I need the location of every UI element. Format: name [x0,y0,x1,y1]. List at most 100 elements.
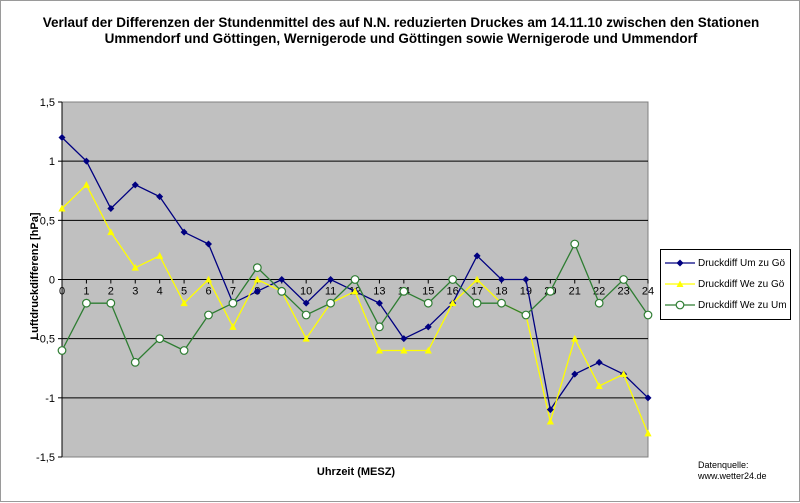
data-point-diamond [424,323,432,331]
x-tick-label: 16 [447,286,459,298]
legend-swatch-diamond [665,259,695,267]
legend: Druckdiff Um zu Gö Druckdiff We zu Gö Dr… [660,249,791,320]
data-point-triangle [644,429,652,437]
x-tick-label: 19 [520,286,532,298]
x-tick-label: 0 [59,286,65,298]
data-point-triangle [571,334,579,342]
data-source-note: Datenquelle: www.wetter24.de [698,460,767,482]
data-point-triangle [473,275,481,283]
data-point-diamond [180,228,188,236]
legend-item-um-go: Druckdiff Um zu Gö [665,256,785,270]
data-point-circle [423,298,433,308]
data-point-diamond [278,276,286,283]
y-tick-label: -1,5 [36,452,55,464]
legend-label: Druckdiff We zu Gö [698,278,785,290]
data-point-circle [301,310,311,320]
data-point-circle [179,346,189,355]
data-point-diamond [302,299,310,307]
x-tick-label: 17 [471,286,483,298]
x-tick-label: 21 [569,286,581,298]
data-point-triangle [131,263,139,271]
source-url: www.wetter24.de [698,471,767,481]
y-tick-label: 0,5 [40,215,55,227]
data-point-circle [399,286,409,296]
data-point-circle [619,275,628,284]
x-tick-label: 1 [83,286,89,298]
x-tick-label: 18 [495,286,507,298]
data-point-triangle [107,228,115,236]
data-point-triangle [595,382,603,389]
data-point-circle [521,310,531,320]
data-point-circle [448,275,458,284]
data-point-circle [106,298,116,308]
y-tick-label: -0,5 [36,334,55,346]
x-tick-label: 24 [642,286,654,298]
data-point-diamond [327,276,335,283]
x-tick-label: 5 [181,286,187,298]
data-point-triangle [156,252,164,259]
data-point-circle [375,322,384,332]
data-point-triangle [449,299,457,307]
data-point-triangle [546,417,554,425]
data-point-diamond [107,205,115,212]
y-tick-label: 1,5 [40,97,55,109]
legend-item-we-go: Druckdiff We zu Gö [665,277,784,291]
legend-swatch-circle [665,300,695,310]
data-point-circle [643,310,653,320]
data-point-diamond [253,287,261,295]
data-point-circle [57,346,67,355]
data-point-triangle [400,346,408,354]
y-tick-label: -1 [45,393,55,405]
data-point-diamond [546,406,554,414]
data-point-diamond [400,335,408,343]
data-point-diamond [131,181,139,189]
data-point-circle [326,298,335,308]
x-axis-title: Uhrzeit (MESZ) [316,466,396,478]
data-point-circle [594,298,604,308]
data-point-triangle [253,275,261,283]
x-tick-label: 10 [300,286,312,298]
data-point-triangle [204,275,213,283]
chart-title: Verlauf der Differenzen der Stundenmitte… [42,15,760,46]
data-point-diamond [595,358,603,366]
x-tick-label: 15 [422,286,434,298]
y-tick-label: 0 [49,275,55,287]
data-point-diamond [156,193,164,201]
x-tick-label: 13 [373,286,385,298]
data-point-triangle [302,334,310,342]
x-tick-label: 6 [205,286,211,298]
x-tick-label: 23 [617,286,629,298]
data-point-circle [472,298,482,308]
data-point-diamond [571,370,579,378]
legend-label: Druckdiff Um zu Gö [698,257,786,269]
data-point-circle [155,334,165,344]
data-point-diamond [82,157,90,165]
y-tick-label: 1 [49,156,55,168]
data-point-triangle [180,299,188,307]
data-point-triangle [351,287,359,295]
data-point-triangle [375,346,384,354]
data-point-circle [252,263,262,273]
data-point-triangle [424,346,432,354]
x-tick-label: 4 [157,286,163,298]
data-point-circle [130,357,140,367]
data-point-diamond [473,252,481,260]
x-tick-label: 2 [108,286,114,298]
data-point-diamond [205,240,212,248]
y-axis-title: Luftdruckdifferenz [hPa] [29,212,41,340]
data-point-circle [350,275,360,284]
data-point-circle [277,286,287,296]
legend-swatch-triangle [665,280,695,287]
data-point-diamond [644,394,652,402]
data-point-diamond [375,299,383,307]
source-label: Datenquelle: [698,460,749,470]
data-point-triangle [229,323,237,330]
legend-label: Druckdiff We zu Um [698,299,787,311]
data-point-circle [545,286,555,296]
data-point-circle [82,298,91,308]
data-point-triangle [82,181,91,188]
data-point-diamond [522,276,530,283]
x-tick-label: 7 [230,286,236,298]
